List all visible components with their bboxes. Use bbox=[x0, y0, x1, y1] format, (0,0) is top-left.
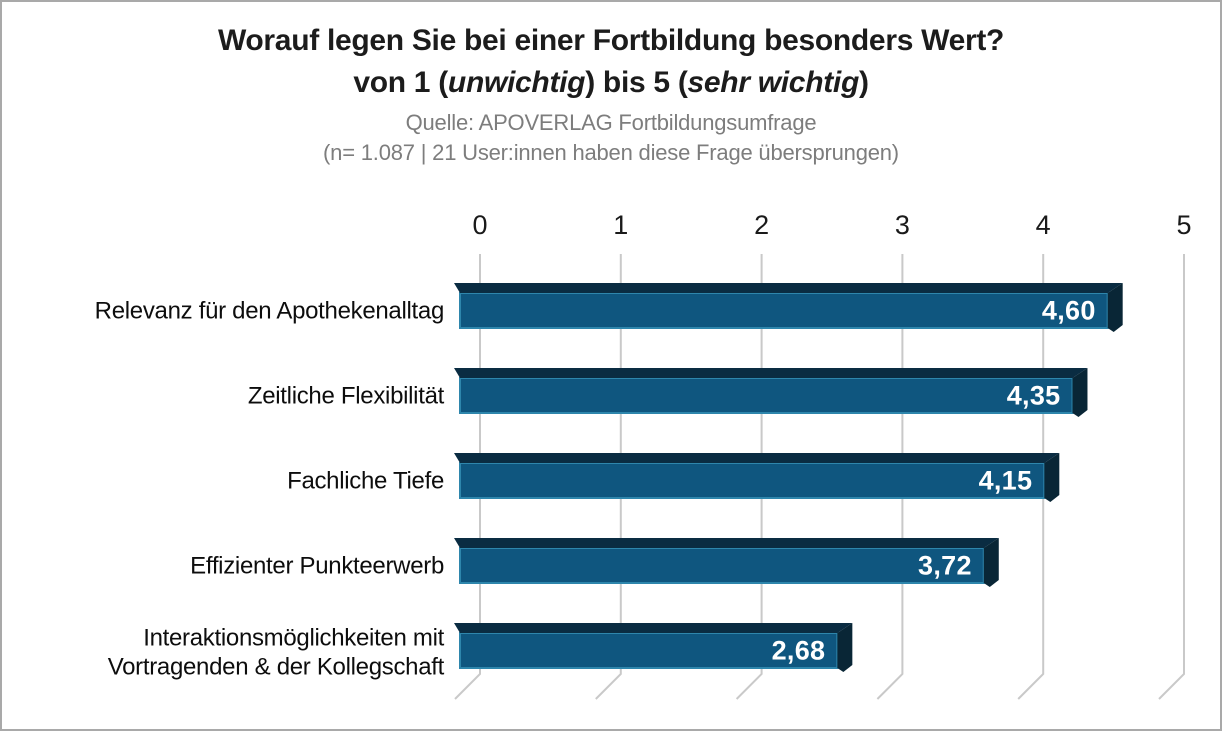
bar-side-face bbox=[837, 623, 853, 672]
bar-top-face bbox=[454, 368, 1088, 378]
bar-front-face bbox=[459, 292, 1109, 329]
bar-value-label: 3,72 bbox=[918, 551, 972, 581]
bar-front-face bbox=[459, 377, 1074, 414]
bar-top-face bbox=[454, 283, 1123, 293]
bar-side-face bbox=[1107, 283, 1123, 332]
bar-top-face bbox=[454, 623, 853, 633]
subtitle-italic-unwichtig: unwichtig bbox=[447, 66, 586, 99]
bar-top-face bbox=[454, 538, 999, 548]
chart-title: Worauf legen Sie bei einer Fortbildung b… bbox=[217, 24, 1005, 57]
bar-side-face bbox=[1044, 453, 1060, 502]
category-label: Effizienter Punkteerwerb bbox=[190, 553, 444, 580]
grid-line bbox=[1158, 254, 1185, 700]
category-label: Fachliche Tiefe bbox=[287, 468, 444, 495]
subtitle-italic-sehr-wichtig: sehr wichtig bbox=[687, 66, 860, 99]
axis-tick-label: 5 bbox=[1176, 210, 1191, 240]
subtitle-prefix: von 1 ( bbox=[353, 66, 448, 99]
bar-value-label: 4,35 bbox=[1007, 381, 1061, 411]
bar-side-face bbox=[1072, 368, 1088, 417]
bar-value-label: 4,15 bbox=[979, 466, 1033, 496]
bar-front-face bbox=[459, 547, 985, 584]
source-line: Quelle: APOVERLAG Fortbildungsumfrage bbox=[405, 110, 817, 135]
axis-tick-label: 3 bbox=[895, 210, 910, 240]
category-label: Vortragenden & der Kollegschaft bbox=[108, 654, 445, 681]
chart-header: Worauf legen Sie bei einer Fortbildung b… bbox=[2, 26, 1220, 164]
subtitle-mid: ) bis 5 ( bbox=[585, 66, 688, 99]
bar-front-face bbox=[459, 632, 839, 669]
axis-tick-label: 2 bbox=[754, 210, 769, 240]
subtitle-suffix: ) bbox=[858, 66, 869, 99]
bar-side-face bbox=[983, 538, 999, 587]
axis-tick-label: 0 bbox=[472, 210, 487, 240]
category-label: Interaktionsmöglichkeiten mit bbox=[143, 625, 444, 652]
bar-value-label: 2,68 bbox=[772, 636, 826, 666]
bar-top-face bbox=[454, 453, 1060, 463]
axis-tick-label: 4 bbox=[1036, 210, 1051, 240]
bar-value-label: 4,60 bbox=[1042, 296, 1096, 326]
chart-subtitle: von 1 (unwichtig) bis 5 (sehr wichtig) bbox=[2, 68, 1220, 98]
sample-size-line: (n= 1.087 | 21 User:innen haben diese Fr… bbox=[323, 140, 899, 165]
bar-front-face bbox=[459, 462, 1046, 499]
category-label: Relevanz für den Apothekenalltag bbox=[95, 298, 444, 325]
axis-tick-label: 1 bbox=[613, 210, 628, 240]
category-label: Zeitliche Flexibilität bbox=[248, 383, 445, 410]
